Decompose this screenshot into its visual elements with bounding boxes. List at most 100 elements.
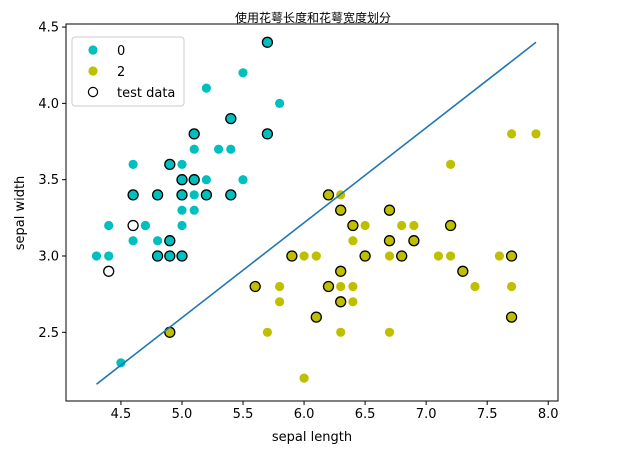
x-tick-label-4: 6.5	[355, 407, 376, 422]
class-0-point-25	[201, 83, 211, 93]
legend: 0 2 test data	[71, 36, 185, 107]
test-point-25	[335, 265, 347, 277]
test-point-4	[151, 250, 164, 262]
test-point-2	[127, 219, 139, 232]
class-0-point-10	[165, 159, 175, 169]
x-axis: 4.5 5.0 5.5 6.0 6.5 7.0 7.5 8.0	[111, 401, 559, 422]
test-point-13	[188, 174, 200, 186]
test-point-27	[347, 219, 359, 232]
test-point-1	[127, 189, 139, 201]
decision-boundary-line	[96, 41, 537, 385]
class-0-point-15	[177, 175, 187, 185]
class-2-point-36	[458, 266, 468, 276]
legend-box	[71, 36, 185, 107]
x-tick-label-0: 4.5	[111, 407, 132, 422]
legend-label-test-data: test data	[117, 86, 175, 101]
x-tick-label-7: 8.0	[538, 407, 559, 422]
test-point-29	[383, 204, 396, 216]
class-2-point-2	[262, 327, 272, 337]
test-point-5	[164, 158, 176, 171]
class-2-point-9	[311, 312, 321, 322]
test-point-9	[176, 174, 188, 186]
points-layer	[91, 36, 541, 383]
legend-marker-0	[88, 45, 98, 55]
test-point-20	[286, 250, 298, 262]
class-0-point-3	[116, 358, 126, 368]
class-0-point-28	[214, 144, 224, 154]
test-point-36	[505, 311, 518, 323]
class-0-point-24	[189, 205, 199, 215]
class-2-point-33	[446, 159, 456, 169]
class-0-point-26	[201, 175, 211, 185]
test-point-7	[164, 250, 176, 262]
test-point-3	[151, 189, 164, 201]
class-2-point-7	[299, 373, 309, 383]
class-0-point-31	[226, 190, 236, 200]
class-2-point-37	[470, 281, 480, 292]
class-2-point-8	[311, 251, 321, 261]
class-2-point-30	[409, 220, 419, 231]
class-2-point-27	[384, 327, 395, 337]
line-layer	[96, 41, 537, 385]
test-point-21	[310, 311, 322, 323]
class-0-point-1	[104, 220, 114, 231]
class-0-point-7	[153, 190, 163, 200]
class-0-point-20	[189, 129, 199, 139]
class-2-point-20	[348, 281, 358, 292]
class-2-point-23	[360, 251, 370, 261]
x-axis-label: sepal length	[272, 430, 352, 445]
class-0-point-38	[140, 220, 150, 231]
class-2-point-3	[275, 281, 285, 292]
test-point-34	[457, 265, 469, 277]
class-2-point-35	[446, 251, 456, 261]
test-point-6	[164, 235, 176, 247]
legend-marker-test-data	[87, 86, 99, 98]
test-point-12	[188, 128, 200, 140]
class-0-point-32	[238, 68, 248, 78]
class-0-point-17	[177, 205, 187, 215]
legend-label-0: 0	[117, 44, 125, 59]
test-point-33	[444, 219, 457, 232]
test-point-23	[322, 280, 335, 293]
class-0-point-34	[262, 37, 272, 47]
test-point-16	[225, 189, 237, 201]
test-point-17	[261, 36, 274, 48]
test-point-14	[200, 189, 213, 201]
test-point-32	[408, 235, 420, 247]
class-2-point-26	[384, 251, 395, 261]
test-point-0	[103, 265, 115, 277]
y-tick-label-0: 2.5	[38, 326, 59, 341]
x-tick-label-6: 7.5	[477, 407, 498, 422]
class-0-point-4	[128, 159, 138, 169]
class-2-point-14	[336, 266, 346, 276]
class-0-point-36	[275, 98, 285, 108]
test-point-22	[322, 189, 335, 201]
class-2-point-28	[397, 220, 407, 231]
class-2-point-39	[507, 129, 517, 139]
class-2-point-19	[348, 236, 358, 246]
class-0-point-9	[153, 251, 163, 261]
class-2-point-4	[275, 297, 285, 307]
class-0-point-33	[238, 175, 248, 185]
test-point-15	[225, 112, 237, 125]
test-point-19	[249, 280, 261, 293]
y-tick-label-2: 3.5	[38, 173, 59, 188]
class-0-point-14	[177, 159, 187, 169]
x-tick-label-2: 5.5	[233, 407, 254, 422]
class-2-point-41	[507, 281, 517, 292]
class-2-point-31	[409, 236, 419, 246]
class-2-point-32	[433, 251, 443, 261]
class-0-point-2	[104, 251, 114, 261]
class-2-point-34	[446, 220, 456, 231]
test-point-26	[335, 296, 347, 308]
class-0-point-29	[226, 114, 236, 124]
class-0-point-35	[262, 129, 272, 139]
class-0-point-23	[189, 190, 199, 200]
y-tick-label-3: 4.0	[38, 97, 59, 112]
x-tick-label-3: 6.0	[294, 407, 315, 422]
class-2-point-29	[397, 251, 407, 261]
legend-label-2: 2	[117, 65, 125, 80]
class-2-point-40	[507, 251, 517, 261]
test-point-10	[176, 189, 188, 201]
